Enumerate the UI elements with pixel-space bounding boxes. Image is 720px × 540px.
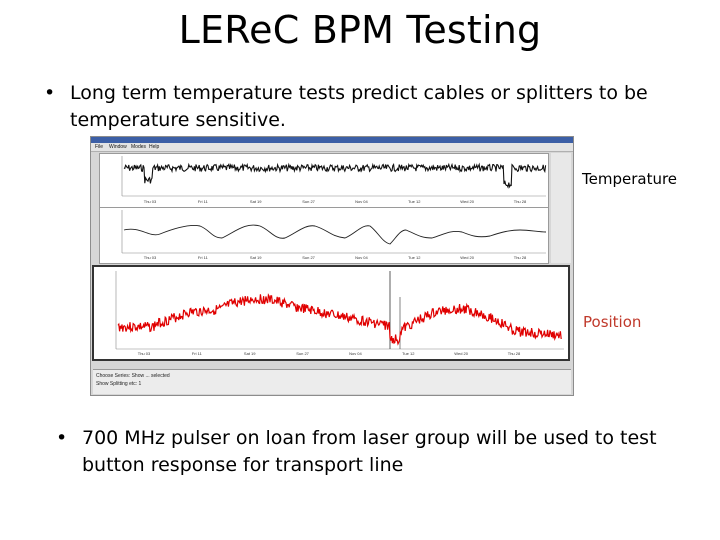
date-tick-label: Wed 20: [460, 255, 474, 260]
archiver-screenshot-window: File Window Modes Help Thu 03 Fri 11 Sat 1…: [90, 136, 574, 396]
date-tick-label: Thu 28: [508, 351, 521, 356]
plot-2-svg: Thu 03 Fri 11 Sat 19 Sun 27 Nov 04 Tue 12 Wed …: [121, 210, 547, 260]
date-tick-label: Tue 12: [408, 255, 421, 260]
menu-item-help[interactable]: Help: [149, 144, 160, 150]
date-tick-label: Thu 28: [514, 199, 527, 204]
date-tick-label: Thu 03: [138, 351, 151, 356]
date-tick-label: Fri 11: [192, 351, 203, 356]
bullet-text: Long term temperature tests predict cabl…: [70, 82, 648, 131]
date-tick-label: Wed 20: [460, 199, 474, 204]
position-label: Position: [583, 313, 642, 331]
bullet-item: • 700 MHz pulser on loan from laser grou…: [56, 425, 692, 479]
date-tick-label: Sun 27: [302, 199, 315, 204]
status-line-2: Show Splitting etc: 1: [96, 381, 142, 387]
date-tick-label: Thu 03: [144, 199, 157, 204]
menu-item-window[interactable]: Window: [109, 144, 127, 150]
window-titlebar: [91, 137, 573, 143]
date-tick-label: Sat 19: [250, 255, 262, 260]
temperature-label: Temperature: [582, 170, 678, 188]
date-tick-label: Fri 11: [198, 199, 209, 204]
bullet-item: • Long term temperature tests predict ca…: [44, 80, 700, 134]
date-tick-label: Nov 04: [355, 199, 368, 204]
plot-panel-1: Thu 03 Fri 11 Sat 19 Sun 27 Nov 04 Tue 12 Wed …: [99, 153, 549, 209]
plot-panel-2: Thu 03 Fri 11 Sat 19 Sun 27 Nov 04 Tue 12 Wed …: [99, 207, 549, 264]
date-tick-label: Thu 03: [144, 255, 157, 260]
status-line-1: Choose Series: Show ... selected: [96, 373, 170, 379]
plot-1-svg: Thu 03 Fri 11 Sat 19 Sun 27 Nov 04 Tue 12 Wed …: [121, 156, 547, 204]
date-tick-label: Wed 20: [454, 351, 468, 356]
status-area: Choose Series: Show ... selected Show Sp…: [93, 369, 571, 394]
bullet-text: 700 MHz pulser on loan from laser group …: [82, 427, 657, 476]
date-tick-label: Nov 04: [355, 255, 368, 260]
menu-item-file[interactable]: File: [95, 144, 104, 150]
slide-title: LEReC BPM Testing: [178, 8, 542, 52]
date-tick-label: Thu 28: [514, 255, 527, 260]
date-tick-label: Nov 04: [349, 351, 362, 356]
side-scroll-area[interactable]: [551, 153, 571, 263]
plot-3-svg: Thu 03 Fri 11 Sat 19 Sun 27 Nov 04 Tue 12 Wed …: [115, 271, 564, 356]
date-tick-label: Sat 19: [244, 351, 256, 356]
date-tick-label: Sun 27: [302, 255, 315, 260]
date-tick-label: Fri 11: [198, 255, 209, 260]
date-tick-label: Tue 12: [408, 199, 421, 204]
bullet-glyph: •: [44, 82, 56, 104]
date-tick-label: Tue 12: [402, 351, 415, 356]
plot-panel-3: Thu 03 Fri 11 Sat 19 Sun 27 Nov 04 Tue 12 Wed …: [92, 265, 570, 361]
window-menubar: File Window Modes Help: [91, 143, 573, 152]
menu-item-modes[interactable]: Modes: [131, 144, 147, 150]
date-tick-label: Sat 19: [250, 199, 262, 204]
bullet-glyph: •: [56, 427, 68, 449]
date-tick-label: Sun 27: [296, 351, 309, 356]
